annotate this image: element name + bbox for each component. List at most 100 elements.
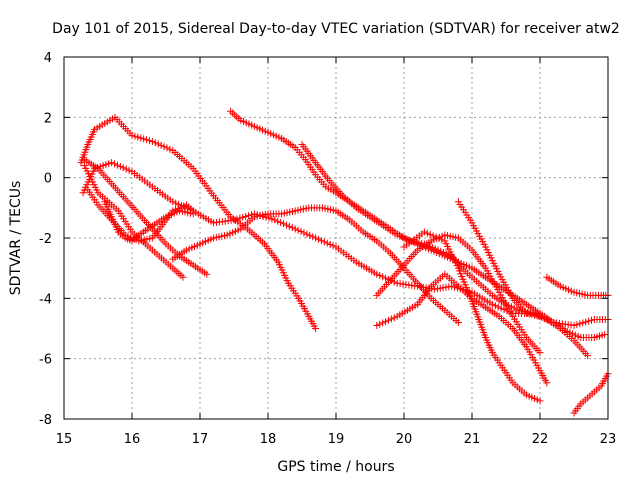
data-marker xyxy=(451,283,459,291)
data-point xyxy=(203,270,211,278)
data-marker xyxy=(265,214,273,222)
data-marker xyxy=(500,306,508,314)
data-marker xyxy=(274,217,282,225)
data-point xyxy=(454,318,462,326)
y-tick-label: -6 xyxy=(39,353,52,368)
data-marker xyxy=(320,238,328,246)
data-point xyxy=(536,349,544,357)
data-marker xyxy=(116,162,124,170)
data-marker xyxy=(151,139,159,147)
data-marker xyxy=(491,302,499,310)
y-tick-label: -2 xyxy=(39,232,52,247)
x-tick-label: 20 xyxy=(396,432,413,447)
data-marker xyxy=(111,160,119,168)
data-marker xyxy=(285,222,293,230)
x-tick-label: 15 xyxy=(56,432,73,447)
data-point xyxy=(128,131,136,139)
data-point xyxy=(448,282,456,290)
y-tick-label: 0 xyxy=(44,172,52,187)
data-marker xyxy=(131,132,139,140)
data-marker xyxy=(137,134,145,142)
data-marker xyxy=(172,199,180,207)
x-tick-label: 23 xyxy=(600,432,617,447)
data-point xyxy=(148,137,156,145)
data-point xyxy=(601,331,609,339)
series-track-e xyxy=(80,156,211,278)
data-marker xyxy=(416,283,424,291)
y-tick-label: 2 xyxy=(44,111,52,126)
data-marker xyxy=(280,220,288,228)
x-tick-label: 19 xyxy=(328,432,345,447)
data-marker xyxy=(282,221,290,229)
data-marker xyxy=(435,234,443,242)
data-marker xyxy=(309,233,317,241)
data-point xyxy=(536,312,544,320)
data-point xyxy=(271,216,279,224)
series-track-g xyxy=(169,204,462,326)
series-track-l xyxy=(454,198,544,320)
data-marker xyxy=(494,303,502,311)
data-point xyxy=(584,352,592,360)
data-marker xyxy=(160,143,168,151)
data-marker xyxy=(429,232,437,240)
y-tick-label: -4 xyxy=(39,292,52,307)
data-marker xyxy=(379,319,387,327)
data-marker xyxy=(288,224,296,232)
data-marker xyxy=(387,315,395,323)
data-point xyxy=(420,228,428,236)
data-marker xyxy=(390,314,398,322)
data-marker xyxy=(242,212,250,220)
data-point xyxy=(189,210,197,218)
data-marker xyxy=(166,145,174,153)
data-marker xyxy=(143,136,151,144)
data-point xyxy=(373,270,381,278)
data-marker xyxy=(294,226,302,234)
series-track-k xyxy=(373,231,544,357)
data-marker xyxy=(497,304,505,312)
data-marker xyxy=(140,135,148,143)
data-marker xyxy=(315,235,323,243)
data-marker xyxy=(587,316,595,324)
data-marker xyxy=(326,240,334,248)
x-tick-label: 17 xyxy=(192,432,209,447)
data-point xyxy=(169,198,177,206)
y-axis-label: SDTVAR / TECUs xyxy=(8,181,24,296)
data-marker xyxy=(145,137,153,145)
data-marker xyxy=(438,236,446,244)
data-marker xyxy=(432,233,440,241)
data-marker xyxy=(376,271,384,279)
data-marker xyxy=(154,140,162,148)
data-marker xyxy=(113,161,121,169)
data-marker xyxy=(119,164,127,172)
data-marker xyxy=(317,237,325,245)
x-axis-label: GPS time / hours xyxy=(277,459,394,475)
data-marker xyxy=(122,165,130,173)
data-point xyxy=(488,300,496,308)
data-marker xyxy=(306,231,314,239)
series-track-b xyxy=(79,159,612,329)
data-marker xyxy=(239,213,247,221)
x-tick-label: 16 xyxy=(124,432,141,447)
data-marker xyxy=(379,273,387,281)
data-point xyxy=(291,225,299,233)
data-marker xyxy=(297,228,305,236)
data-marker xyxy=(233,215,241,223)
data-marker xyxy=(423,229,431,237)
data-marker xyxy=(576,320,584,328)
series-track-a xyxy=(77,113,320,332)
data-marker xyxy=(277,218,285,226)
data-marker xyxy=(134,133,142,141)
data-marker xyxy=(300,229,308,237)
data-point xyxy=(108,159,116,167)
data-marker xyxy=(573,321,581,329)
data-marker xyxy=(163,144,171,152)
data-marker xyxy=(303,230,311,238)
data-point xyxy=(179,273,187,281)
chart-title: Day 101 of 2015, Sidereal Day-to-day VTE… xyxy=(52,21,620,37)
data-marker xyxy=(125,166,133,174)
data-marker xyxy=(582,318,590,326)
data-marker xyxy=(579,319,587,327)
data-marker xyxy=(236,214,244,222)
